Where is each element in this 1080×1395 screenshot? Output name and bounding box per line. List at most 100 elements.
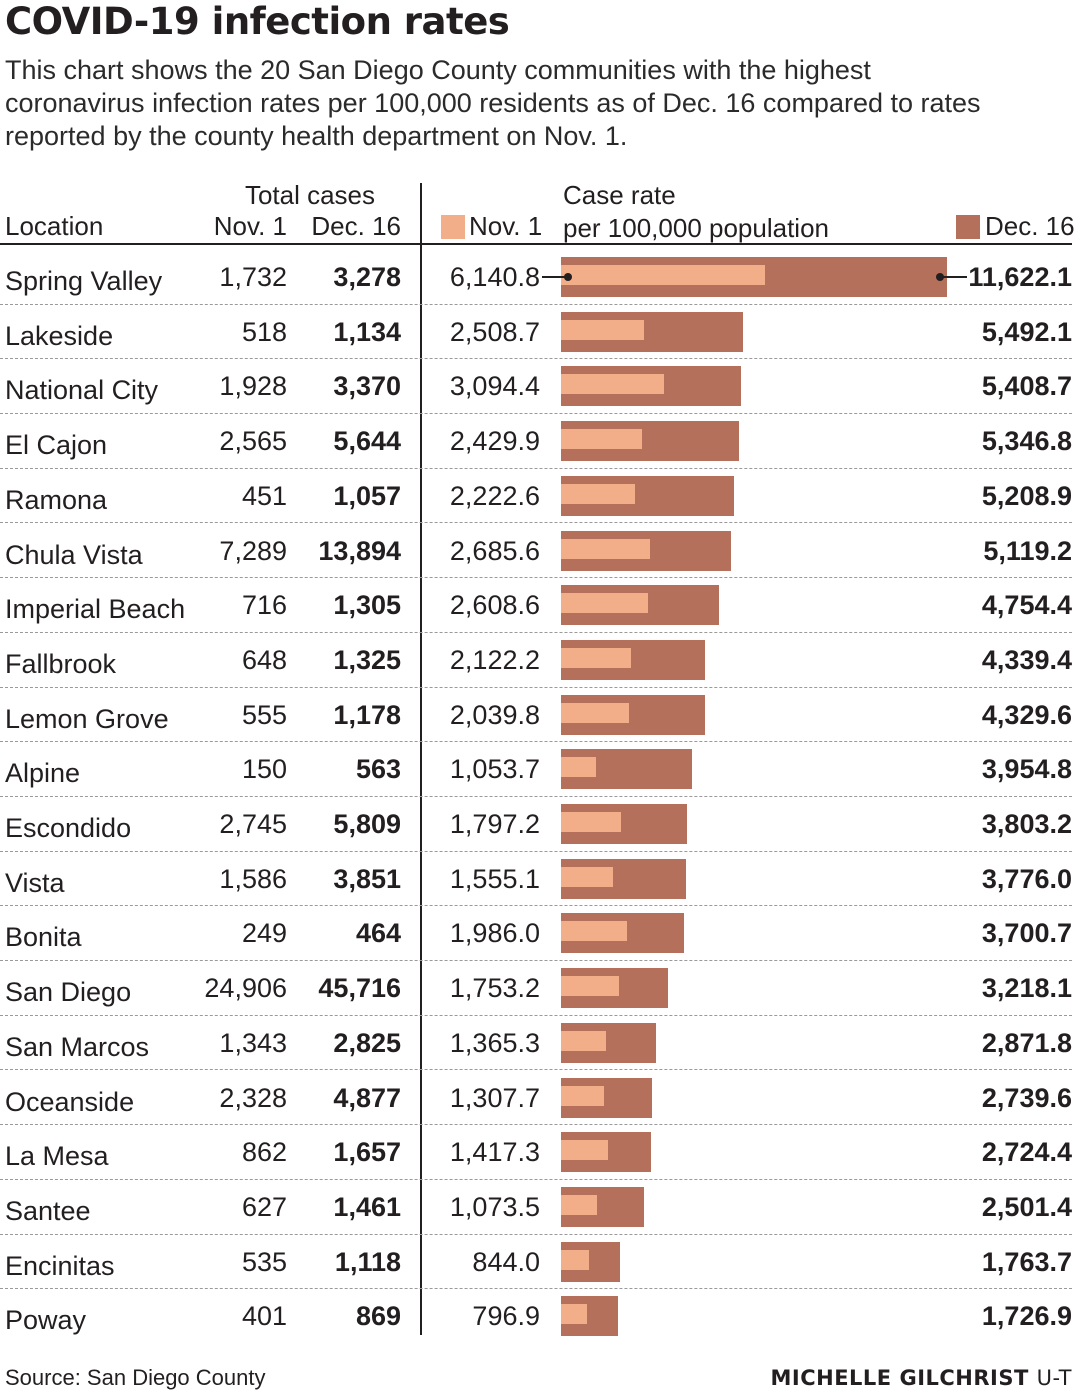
row-rate-nov1: 844.0 (472, 1246, 540, 1277)
bar-nov1 (561, 483, 635, 504)
table-row: Chula Vista 7,289 13,894 2,685.6 5,119.2 (0, 524, 1080, 579)
row-cases-dec16: 2,825 (333, 1027, 401, 1058)
row-rate-dec16: 4,329.6 (981, 699, 1072, 730)
bar-nov1 (561, 1249, 590, 1270)
row-location: San Marcos (5, 1031, 150, 1062)
table-row: Oceanside 2,328 4,877 1,307.7 2,739.6 (0, 1071, 1080, 1126)
row-cases-nov1: 1,343 (219, 1027, 287, 1058)
row-cases-dec16: 5,809 (333, 809, 401, 839)
row-cases-nov1: 7,289 (219, 535, 287, 566)
leader-line-nov1 (542, 276, 568, 278)
row-cases-dec16: 1,305 (333, 590, 401, 621)
row-location: Spring Valley (5, 266, 163, 296)
bar-nov1 (561, 921, 627, 942)
bar-nov1 (561, 538, 651, 559)
row-cases-dec16: 1,118 (334, 1246, 401, 1277)
row-rate-dec16: 4,754.4 (981, 590, 1072, 621)
row-rate-nov1: 2,508.7 (449, 316, 540, 347)
legend-label-dec16: Dec. 16 (985, 211, 1075, 241)
row-cases-dec16: 1,178 (333, 699, 401, 730)
row-rate-nov1: 1,753.2 (449, 973, 540, 1004)
row-separator (0, 1178, 1072, 1180)
row-cases-dec16: 45,716 (318, 973, 401, 1004)
row-location: Lemon Grove (5, 703, 169, 734)
bar-nov1 (561, 866, 613, 887)
bar-nov1 (561, 429, 642, 450)
table-row: Ramona 451 1,057 2,222.6 5,208.9 (0, 469, 1080, 524)
row-location: Fallbrook (5, 648, 117, 679)
row-cases-dec16: 3,370 (333, 371, 401, 402)
row-cases-nov1: 716 (241, 590, 287, 621)
bar-nov1 (561, 593, 648, 614)
row-location: Encinitas (5, 1250, 115, 1281)
bar-nov1 (561, 812, 621, 832)
bar-nov1 (561, 1304, 588, 1325)
row-separator (0, 358, 1072, 360)
row-location: La Mesa (5, 1141, 109, 1172)
row-rate-nov1: 1,417.3 (449, 1137, 540, 1168)
table-row: Alpine 150 563 1,053.7 3,954.8 (0, 742, 1080, 797)
row-separator (0, 960, 1072, 962)
row-cases-nov1: 648 (241, 644, 287, 675)
row-cases-nov1: 451 (241, 480, 287, 511)
row-separator (0, 741, 1072, 743)
bar-nov1 (561, 1085, 605, 1106)
row-cases-dec16: 3,278 (333, 262, 401, 292)
row-separator (0, 905, 1072, 907)
row-rate-dec16: 11,622.1 (968, 262, 1072, 292)
row-location: Chula Vista (5, 539, 143, 570)
row-cases-nov1: 1,586 (219, 863, 287, 894)
row-location: Vista (5, 867, 65, 898)
credit-org: U-T (1036, 1366, 1072, 1390)
header-cases-dec16: Dec. 16 (311, 211, 401, 241)
row-rate-dec16: 3,776.0 (981, 863, 1072, 894)
row-separator (0, 577, 1072, 579)
row-separator (0, 413, 1072, 415)
table-row: Santee 627 1,461 1,073.5 2,501.4 (0, 1180, 1080, 1235)
row-separator (0, 795, 1072, 797)
row-rate-nov1: 1,365.3 (449, 1027, 540, 1058)
row-separator (0, 522, 1072, 524)
credit-line: MICHELLE GILCHRIST U-T (771, 1363, 1073, 1393)
row-rate-dec16: 5,119.2 (983, 535, 1072, 566)
row-rate-dec16: 5,208.9 (981, 480, 1072, 511)
row-rate-dec16: 1,763.7 (981, 1246, 1072, 1277)
row-location: Santee (5, 1195, 91, 1226)
table-row: San Diego 24,906 45,716 1,753.2 3,218.1 (0, 961, 1080, 1016)
row-location: Imperial Beach (5, 594, 186, 625)
row-rate-nov1: 796.9 (472, 1301, 540, 1332)
row-separator (0, 1069, 1072, 1071)
row-rate-dec16: 4,339.4 (981, 644, 1072, 675)
row-cases-nov1: 555 (241, 699, 287, 730)
row-separator (0, 303, 1072, 305)
row-rate-dec16: 3,954.8 (981, 754, 1072, 785)
header-cases-nov1: Nov. 1 (213, 211, 287, 241)
legend-swatch-dec16 (956, 215, 980, 239)
row-location: Lakeside (5, 320, 114, 351)
legend-label-nov1: Nov. 1 (469, 211, 543, 241)
chart-title: COVID-19 infection rates (5, 0, 510, 43)
row-separator (0, 686, 1072, 688)
row-location: Oceanside (5, 1086, 135, 1117)
header-total-cases: Total cases (244, 180, 376, 210)
row-cases-dec16: 869 (355, 1301, 401, 1332)
row-separator (0, 631, 1072, 633)
row-rate-nov1: 1,555.1 (449, 863, 540, 894)
row-rate-nov1: 1,986.0 (449, 918, 540, 949)
table-row: Fallbrook 648 1,325 2,122.2 4,339.4 (0, 633, 1080, 688)
row-cases-dec16: 4,877 (333, 1082, 401, 1113)
bar-nov1 (561, 647, 632, 668)
bar-nov1 (561, 702, 629, 723)
row-rate-dec16: 5,346.8 (981, 426, 1072, 457)
table-row: Encinitas 535 1,118 844.0 1,763.7 (0, 1235, 1080, 1290)
legend-swatch-nov1 (441, 215, 465, 239)
row-separator (0, 1288, 1072, 1290)
row-rate-nov1: 1,073.5 (449, 1191, 540, 1222)
table-row: Lakeside 518 1,134 2,508.7 5,492.1 (0, 305, 1080, 360)
table-row: Spring Valley 1,732 3,278 6,140.8 11,622.1 (0, 250, 1080, 305)
row-location: National City (5, 375, 159, 406)
header-case-rate: Case rate (563, 180, 676, 210)
row-cases-nov1: 518 (241, 316, 287, 347)
table-row: San Marcos 1,343 2,825 1,365.3 2,871.8 (0, 1016, 1080, 1071)
bar-nov1 (561, 1030, 607, 1051)
